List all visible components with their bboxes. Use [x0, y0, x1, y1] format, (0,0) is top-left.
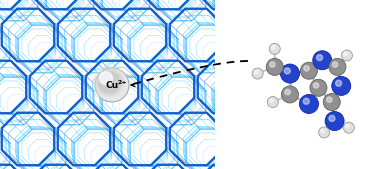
Circle shape: [99, 72, 113, 85]
Circle shape: [93, 66, 125, 98]
Text: 2+: 2+: [117, 80, 127, 86]
Circle shape: [99, 73, 119, 92]
Circle shape: [313, 51, 332, 70]
Circle shape: [299, 94, 318, 113]
Text: Cu: Cu: [105, 80, 119, 90]
Circle shape: [329, 115, 335, 122]
Circle shape: [94, 67, 124, 97]
Circle shape: [319, 127, 330, 138]
Circle shape: [327, 97, 332, 102]
Circle shape: [95, 68, 129, 102]
Circle shape: [321, 129, 324, 133]
Circle shape: [343, 122, 354, 133]
Circle shape: [267, 96, 278, 107]
Circle shape: [282, 86, 299, 103]
Circle shape: [271, 46, 275, 49]
Circle shape: [99, 71, 120, 93]
Circle shape: [323, 94, 340, 111]
Circle shape: [270, 62, 275, 67]
Circle shape: [301, 62, 318, 79]
Circle shape: [284, 68, 290, 74]
Circle shape: [252, 68, 263, 79]
Circle shape: [345, 124, 349, 128]
Circle shape: [344, 52, 347, 56]
Circle shape: [332, 76, 351, 95]
Circle shape: [332, 62, 338, 67]
Circle shape: [270, 99, 273, 102]
Circle shape: [96, 68, 123, 96]
Circle shape: [310, 79, 327, 96]
Circle shape: [93, 65, 127, 99]
Circle shape: [329, 58, 346, 75]
Circle shape: [266, 58, 283, 75]
Circle shape: [304, 66, 309, 71]
Circle shape: [325, 112, 344, 130]
Bar: [215, 0, 378, 169]
Circle shape: [98, 70, 121, 94]
Circle shape: [285, 89, 290, 95]
Circle shape: [280, 64, 299, 83]
Circle shape: [269, 43, 280, 54]
Circle shape: [254, 70, 258, 74]
Circle shape: [303, 98, 309, 104]
Circle shape: [341, 50, 352, 61]
Circle shape: [336, 80, 342, 86]
Circle shape: [316, 55, 323, 61]
Circle shape: [96, 69, 122, 95]
Circle shape: [313, 83, 319, 88]
